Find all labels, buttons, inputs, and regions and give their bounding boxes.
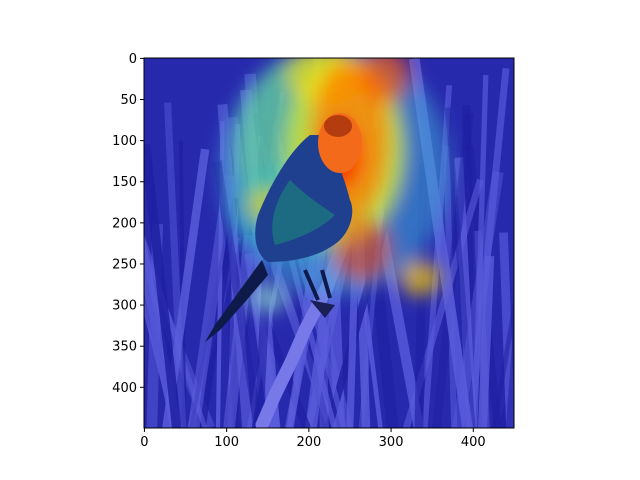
- bird-tail: [205, 260, 268, 342]
- x-tick-label: 0: [140, 435, 148, 450]
- grass-blade: [144, 143, 182, 428]
- y-tick-label: 0: [129, 52, 137, 67]
- x-tick-label: 300: [379, 435, 404, 450]
- bird-wing: [272, 180, 335, 245]
- y-tick-label: 100: [112, 134, 137, 149]
- y-tick-label: 50: [120, 93, 137, 108]
- grass-blade: [452, 171, 504, 428]
- y-tick-label: 400: [112, 381, 137, 396]
- bird-feet: [310, 300, 335, 318]
- y-tick-label: 350: [112, 340, 137, 355]
- y-tick-label: 150: [112, 175, 137, 190]
- image-panel: [144, 58, 514, 428]
- grass-blade: [472, 74, 489, 428]
- grass-blade: [164, 102, 187, 428]
- bird: [205, 113, 362, 342]
- x-tick-label: 200: [296, 435, 321, 450]
- bird-eye-patch: [324, 115, 352, 137]
- grass-blade: [491, 294, 514, 428]
- x-tick-label: 400: [461, 435, 486, 450]
- y-axis-ticks: 0 50 100 150 200 250 300 350 400: [112, 52, 144, 396]
- bird-legs: [303, 269, 332, 301]
- y-tick-label: 250: [112, 257, 137, 272]
- grass-blade: [477, 255, 495, 428]
- y-tick-label: 200: [112, 216, 137, 231]
- x-tick-label: 100: [214, 435, 239, 450]
- y-tick-label: 300: [112, 299, 137, 314]
- axes-frame: [143, 57, 515, 429]
- grass-blade: [444, 107, 476, 428]
- grass-blade: [474, 230, 490, 428]
- x-axis-ticks: 0 100 200 300 400: [140, 428, 486, 450]
